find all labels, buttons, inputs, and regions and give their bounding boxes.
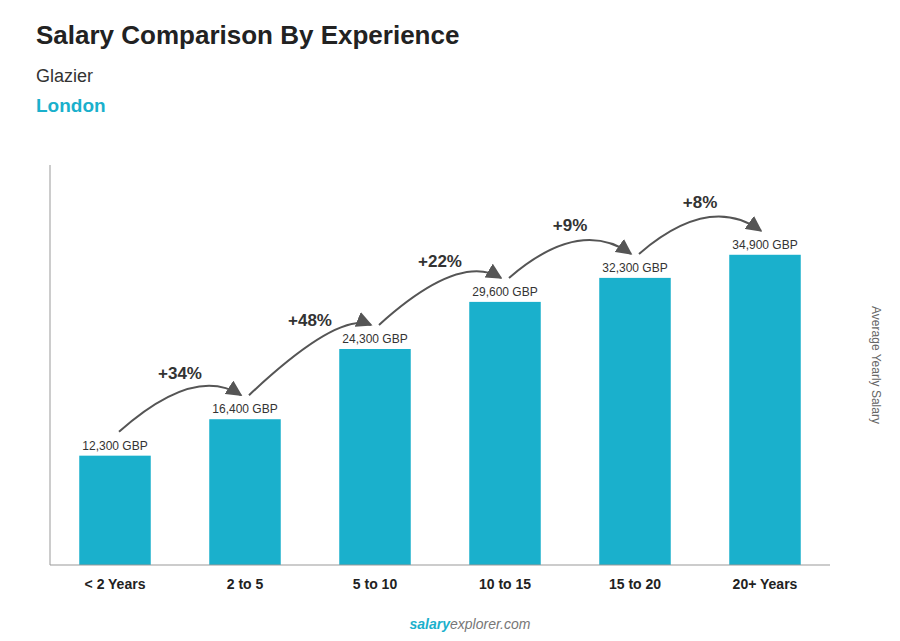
data-label: 32,300 GBP [602, 261, 667, 275]
x-tick-label: 20+ Years [733, 576, 798, 592]
annotation: +22% [418, 252, 462, 271]
chart-svg: Salary Comparison By Experience Glazier Lo… [0, 0, 900, 641]
y-axis-label: Average Yearly Salary [869, 306, 883, 424]
data-label: 29,600 GBP [472, 285, 537, 299]
change-arrow [119, 386, 241, 432]
x-tick-label: 10 to 15 [479, 576, 531, 592]
bar [729, 255, 801, 565]
subtitle: Glazier [36, 66, 93, 86]
bar [79, 456, 151, 565]
subtitle: London [36, 95, 106, 116]
x-axis-line [50, 565, 830, 566]
annotation: +48% [288, 311, 332, 330]
data-label: 12,300 GBP [82, 439, 147, 453]
bar [469, 302, 541, 565]
x-tick-label: 15 to 20 [609, 576, 661, 592]
x-tick-label: 5 to 10 [353, 576, 398, 592]
chart-container: Salary Comparison By Experience Glazier Lo… [0, 0, 900, 641]
title: Salary Comparison By Experience [36, 20, 459, 50]
watermark: explorer.com [450, 616, 531, 632]
data-label: 24,300 GBP [342, 332, 407, 346]
bar [599, 278, 671, 565]
change-arrow [639, 217, 761, 254]
annotation: +9% [553, 216, 588, 235]
annotation: +34% [158, 364, 202, 383]
change-arrow [249, 323, 371, 395]
bars [79, 255, 801, 565]
bar [209, 419, 281, 565]
x-tick-label: < 2 Years [85, 576, 146, 592]
x-tick-label: 2 to 5 [227, 576, 264, 592]
watermark: salary [410, 616, 452, 632]
data-label: 16,400 GBP [212, 402, 277, 416]
data-label: 34,900 GBP [732, 238, 797, 252]
change-arrow [509, 240, 631, 278]
change-arrow [379, 271, 501, 325]
bar [339, 349, 411, 565]
y-axis-line [50, 165, 51, 565]
annotation: +8% [683, 193, 718, 212]
